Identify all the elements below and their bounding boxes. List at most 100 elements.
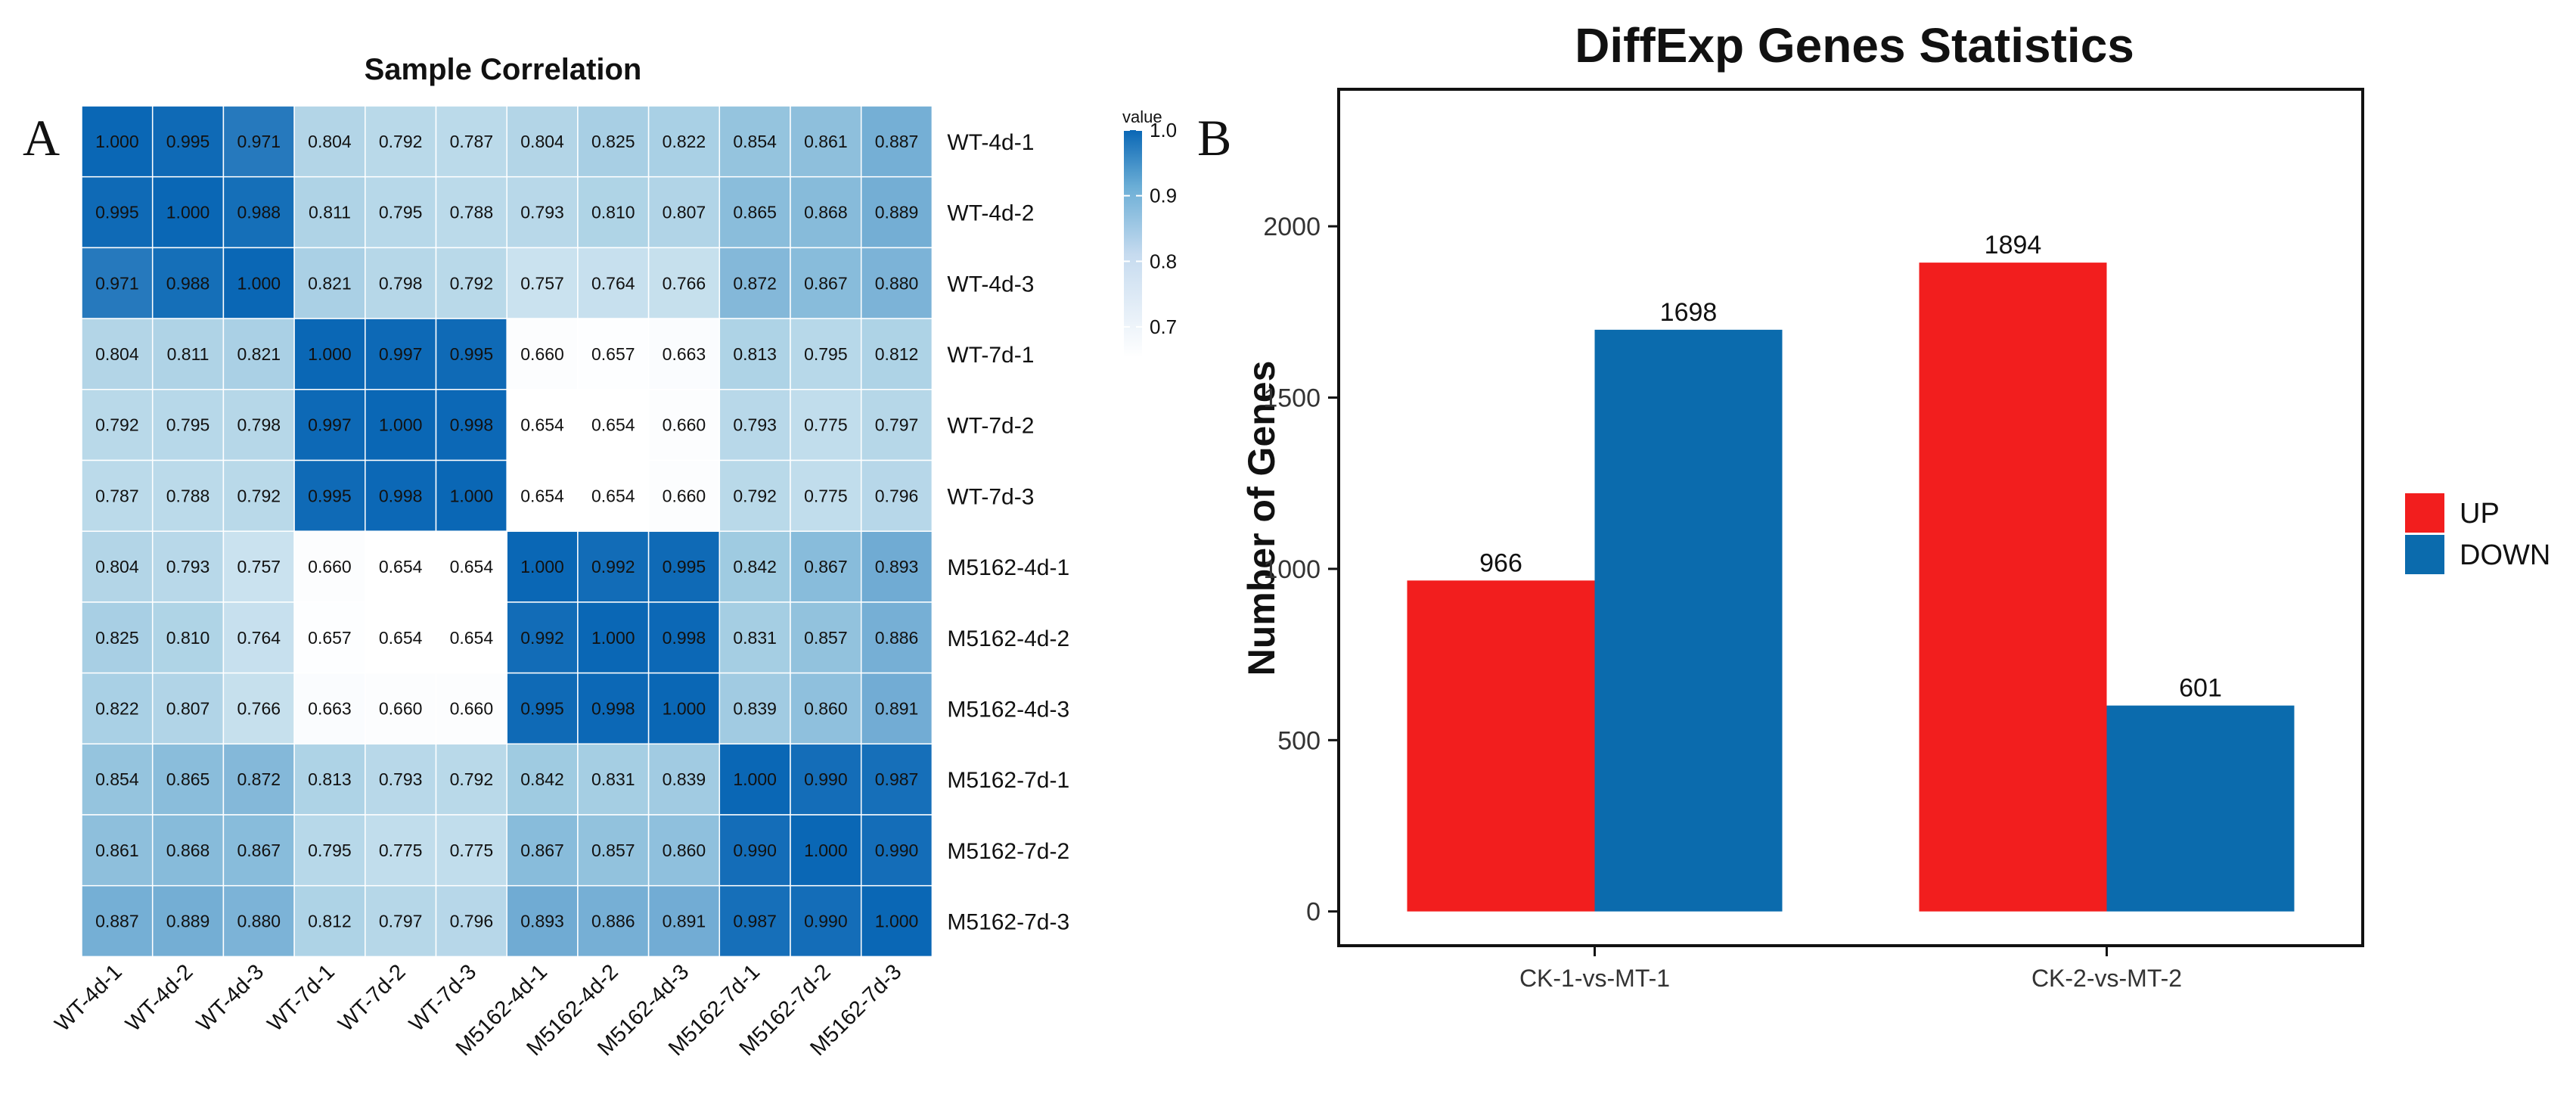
heatmap-cell-7-0 <box>81 601 154 674</box>
heatmap-cell-label-0-7: 0.825 <box>591 132 635 151</box>
heatmap-cell-label-5-9: 0.792 <box>733 486 777 505</box>
heatmap-cell-4-7 <box>577 389 650 461</box>
heatmap-cell-5-5 <box>435 459 507 532</box>
heatmap-cell-11-9 <box>718 884 791 958</box>
heatmap-cell-label-6-4: 0.654 <box>379 557 423 576</box>
heatmap-cell-label-10-1: 0.868 <box>166 841 210 860</box>
legend-label-down: DOWN <box>2460 539 2550 571</box>
heatmap-cell-7-4 <box>365 601 437 674</box>
heatmap-cell-label-6-3: 0.660 <box>308 557 352 576</box>
heatmap-cell-label-0-3: 0.804 <box>308 132 352 151</box>
heatmap-cell-label-3-9: 0.813 <box>733 344 777 364</box>
heatmap-row-label: M5162-4d-2 <box>947 626 1069 651</box>
heatmap-cell-10-10 <box>790 814 862 887</box>
heatmap-cell-3-10 <box>790 318 862 390</box>
legend-label-up: UP <box>2460 498 2500 530</box>
heatmap-cell-9-7 <box>577 743 650 816</box>
heatmap-col-label: WT-7d-1 <box>263 960 340 1036</box>
heatmap-cell-label-2-11: 0.880 <box>875 273 919 293</box>
heatmap-cell-label-2-10: 0.867 <box>804 273 848 293</box>
heatmap-cell-label-11-10: 0.990 <box>804 912 848 931</box>
heatmap-cell-label-7-5: 0.654 <box>450 628 494 648</box>
y-tick-label: 1000 <box>1263 555 1321 584</box>
heatmap-cell-label-1-6: 0.793 <box>520 203 564 222</box>
heatmap-cell-label-11-7: 0.886 <box>591 912 635 931</box>
heatmap-cell-1-3 <box>293 176 366 249</box>
heatmap-cell-label-10-0: 0.861 <box>95 841 139 860</box>
heatmap-cell-2-11 <box>860 247 933 319</box>
heatmap-cell-label-11-0: 0.887 <box>95 912 139 931</box>
heatmap-cell-10-5 <box>435 814 507 887</box>
heatmap-cell-label-11-1: 0.889 <box>166 912 210 931</box>
legend-tick-label: 0.7 <box>1150 315 1177 338</box>
heatmap-cell-5-8 <box>647 459 721 532</box>
x-axis: CK-1-vs-MT-1 CK-2-vs-MT-2 <box>1519 946 2182 992</box>
heatmap-cell-label-1-4: 0.795 <box>379 203 423 222</box>
heatmap-cell-10-1 <box>151 814 225 887</box>
legend-swatch-down <box>2405 535 2444 574</box>
heatmap-cell-label-10-10: 1.000 <box>804 841 848 860</box>
x-tick-label: CK-2-vs-MT-2 <box>2031 965 2182 992</box>
heatmap-cell-label-4-3: 0.997 <box>308 415 352 435</box>
heatmap-cell-label-5-2: 0.792 <box>237 486 281 505</box>
heatmap-cell-label-10-6: 0.867 <box>520 841 564 860</box>
heatmap-cell-1-1 <box>151 176 225 249</box>
heatmap-cell-label-1-10: 0.868 <box>804 203 848 222</box>
heatmap-cell-11-2 <box>222 884 295 958</box>
heatmap-cell-label-1-2: 0.988 <box>237 203 281 222</box>
legend-tick-label: 0.8 <box>1150 250 1177 272</box>
heatmap-cell-9-10 <box>790 743 862 816</box>
bar-panel: B DiffExp Genes Statistics Number of Gen… <box>1197 18 2550 992</box>
heatmap-cell-6-6 <box>506 530 579 603</box>
heatmap-cell-7-6 <box>506 601 579 674</box>
heatmap-cell-6-9 <box>718 530 791 603</box>
heatmap-cell-label-9-9: 1.000 <box>733 769 777 789</box>
heatmap-cell-4-4 <box>365 389 437 461</box>
heatmap-cell-label-9-7: 0.831 <box>591 769 635 789</box>
heatmap-cell-label-10-4: 0.775 <box>379 841 423 860</box>
heatmap-cell-6-1 <box>151 530 225 603</box>
heatmap-cell-5-6 <box>506 459 579 532</box>
heatmap-row-label: M5162-4d-3 <box>947 697 1069 722</box>
heatmap-cell-label-4-9: 0.793 <box>733 415 777 435</box>
heatmap-cell-7-10 <box>790 601 862 674</box>
heatmap-cell-8-6 <box>506 672 579 745</box>
heatmap-cell-label-8-5: 0.660 <box>450 698 494 718</box>
heatmap-cell-label-1-3: 0.811 <box>309 203 351 222</box>
heatmap-row-label: M5162-7d-3 <box>947 910 1069 935</box>
heatmap-cell-9-11 <box>860 743 933 816</box>
heatmap-cell-label-10-3: 0.795 <box>308 841 352 860</box>
heatmap-cell-label-8-9: 0.839 <box>733 698 777 718</box>
heatmap-cell-3-6 <box>506 318 579 390</box>
heatmap-cell-11-5 <box>435 884 507 958</box>
heatmap-cell-0-11 <box>860 105 933 178</box>
heatmap-cell-3-3 <box>293 318 366 390</box>
heatmap-cell-label-2-1: 0.988 <box>166 273 210 293</box>
heatmap-cell-label-1-8: 0.807 <box>663 203 706 222</box>
heatmap-cell-0-1 <box>151 105 225 178</box>
bar-up-0 <box>1407 580 1595 912</box>
heatmap-cell-label-11-8: 0.891 <box>663 912 706 931</box>
heatmap-cell-label-4-6: 0.654 <box>520 415 564 435</box>
heatmap-cell-label-5-6: 0.654 <box>520 486 564 505</box>
bar-marks <box>1407 263 2295 912</box>
heatmap-cell-label-5-8: 0.660 <box>663 486 706 505</box>
heatmap-row-label: M5162-4d-1 <box>947 555 1069 580</box>
heatmap-cell-label-7-1: 0.810 <box>166 628 210 648</box>
heatmap-cell-label-7-0: 0.825 <box>95 628 139 648</box>
heatmap-cell-label-0-5: 0.787 <box>450 132 494 151</box>
heatmap-cell-0-3 <box>293 105 366 178</box>
heatmap-cell-label-3-6: 0.660 <box>520 344 564 364</box>
heatmap-cell-5-7 <box>577 459 650 532</box>
heatmap-cells <box>81 105 933 958</box>
heatmap-cell-0-7 <box>577 105 650 178</box>
heatmap-cell-9-1 <box>151 743 225 816</box>
heatmap-cell-label-0-11: 0.887 <box>875 132 919 151</box>
heatmap-row-labels: WT-4d-1 WT-4d-2 WT-4d-3 WT-7d-1 WT-7d-2 WT-7d… <box>947 130 1069 935</box>
heatmap-cell-label-7-10: 0.857 <box>804 628 848 648</box>
heatmap-cell-label-7-9: 0.831 <box>733 628 777 648</box>
heatmap-cell-label-1-7: 0.810 <box>591 203 635 222</box>
heatmap-cell-label-2-9: 0.872 <box>733 273 777 293</box>
heatmap-cell-1-10 <box>790 176 862 249</box>
